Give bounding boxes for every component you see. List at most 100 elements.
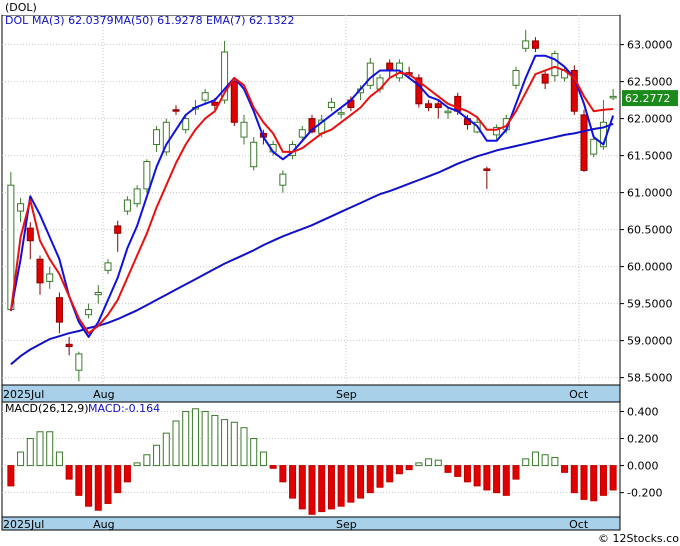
macd-bar-negative xyxy=(405,465,413,471)
macd-x-axis-label: 2025Jul xyxy=(3,518,44,531)
x-axis-label: Aug xyxy=(93,388,114,401)
macd-bar-positive xyxy=(46,431,54,467)
macd-bar-negative xyxy=(570,465,578,494)
candle-up xyxy=(298,129,306,138)
macd-bar-negative xyxy=(590,465,598,502)
macd-bar-negative xyxy=(366,465,374,494)
candle-down xyxy=(55,297,63,323)
macd-bar-negative xyxy=(473,465,481,487)
macd-bar-negative xyxy=(609,465,617,491)
macd-bar-negative xyxy=(512,465,520,480)
candle-down xyxy=(26,227,34,242)
candle-up xyxy=(609,95,617,99)
candle-up xyxy=(75,353,83,371)
macd-bar-negative xyxy=(65,465,73,480)
candle-up xyxy=(250,141,258,168)
macd-bar-negative xyxy=(337,465,345,507)
price-tick-label: 61.5000 xyxy=(627,150,673,163)
macd-bar-negative xyxy=(395,465,403,475)
legend-ema7: EMA(7) 62.1322 xyxy=(206,14,295,27)
macd-bar-negative xyxy=(114,465,122,494)
candle-down xyxy=(65,343,73,348)
x-axis-label: Sep xyxy=(336,388,357,401)
macd-bar-negative xyxy=(308,465,316,515)
candle-down xyxy=(541,73,549,84)
candle-up xyxy=(123,199,131,212)
candle-down xyxy=(114,225,122,234)
macd-bar-positive xyxy=(425,458,433,467)
macd-bar-negative xyxy=(327,465,335,510)
macd-tick-label: 0.400 xyxy=(627,405,659,418)
price-tick-label: 63.0000 xyxy=(627,39,673,52)
macd-x-axis-label: Aug xyxy=(93,518,114,531)
price-tick-label: 60.5000 xyxy=(627,224,673,237)
candle-down xyxy=(211,101,219,106)
macd-bar-positive xyxy=(541,454,549,467)
macd-bar-negative xyxy=(7,465,15,487)
candle-up xyxy=(104,262,112,271)
macd-bar-positive xyxy=(201,410,209,467)
candle-up xyxy=(327,101,335,108)
price-tick-label: 62.0000 xyxy=(627,113,673,126)
ema7-line xyxy=(9,65,614,335)
candle-up xyxy=(590,138,598,155)
macd-bar-negative xyxy=(561,465,569,473)
macd-bar-negative xyxy=(85,465,93,507)
legend-strip xyxy=(2,0,620,15)
macd-bar-negative xyxy=(123,465,131,483)
macd-bar-negative xyxy=(289,465,297,499)
candle-up xyxy=(522,40,530,49)
candle-up xyxy=(85,309,93,316)
macd-bar-positive xyxy=(36,431,44,467)
candle-down xyxy=(425,103,433,109)
candle-down xyxy=(308,118,316,133)
candle-up xyxy=(337,112,345,115)
macd-bar-negative xyxy=(376,465,384,488)
candle-up xyxy=(46,273,54,282)
x-axis-label: Oct xyxy=(569,388,589,401)
candle-up xyxy=(201,92,209,101)
ma3-line xyxy=(9,54,615,338)
price-tick-label: 60.0000 xyxy=(627,261,673,274)
macd-bar-positive xyxy=(230,421,238,467)
macd-bar-negative xyxy=(599,465,607,496)
ma50-line xyxy=(10,122,614,366)
chart-title: (DOL) xyxy=(5,1,37,14)
macd-bar-negative xyxy=(104,465,112,504)
macd-bar-positive xyxy=(143,454,151,467)
last-price-badge xyxy=(622,90,678,107)
x-axis-label: 2025Jul xyxy=(3,388,44,401)
macd-bar-positive xyxy=(531,451,539,467)
candle-up xyxy=(551,52,559,77)
candle-up xyxy=(366,62,374,86)
macd-bar-positive xyxy=(26,438,34,467)
macd-bar-negative xyxy=(298,465,306,510)
macd-bar-negative xyxy=(94,465,102,511)
macd-bar-positive xyxy=(522,458,530,467)
macd-legend: MACD(26,12,9) xyxy=(5,402,89,415)
candle-down xyxy=(580,114,588,171)
candle-up xyxy=(444,110,452,114)
candle-down xyxy=(172,109,180,112)
macd-bar-negative xyxy=(463,465,471,483)
candle-up xyxy=(493,126,501,136)
candle-down xyxy=(386,62,394,71)
macd-tick-label: -0.200 xyxy=(627,487,662,500)
macd-bar-positive xyxy=(211,415,219,467)
candle-up xyxy=(512,70,520,86)
macd-bar-negative xyxy=(502,465,510,496)
macd-bar-positive xyxy=(172,420,180,467)
candle-down xyxy=(36,258,44,284)
macd-bar-negative xyxy=(454,465,462,477)
macd-bar-positive xyxy=(250,438,258,467)
candle-down xyxy=(531,40,539,49)
macd-bar-negative xyxy=(347,465,355,503)
candle-down xyxy=(415,77,423,105)
candle-down xyxy=(434,103,442,109)
macd-bar-negative xyxy=(75,465,83,496)
candle-down xyxy=(570,70,578,112)
candle-up xyxy=(221,51,229,101)
macd-bar-positive xyxy=(434,459,442,467)
macd-bar-negative xyxy=(483,465,491,491)
